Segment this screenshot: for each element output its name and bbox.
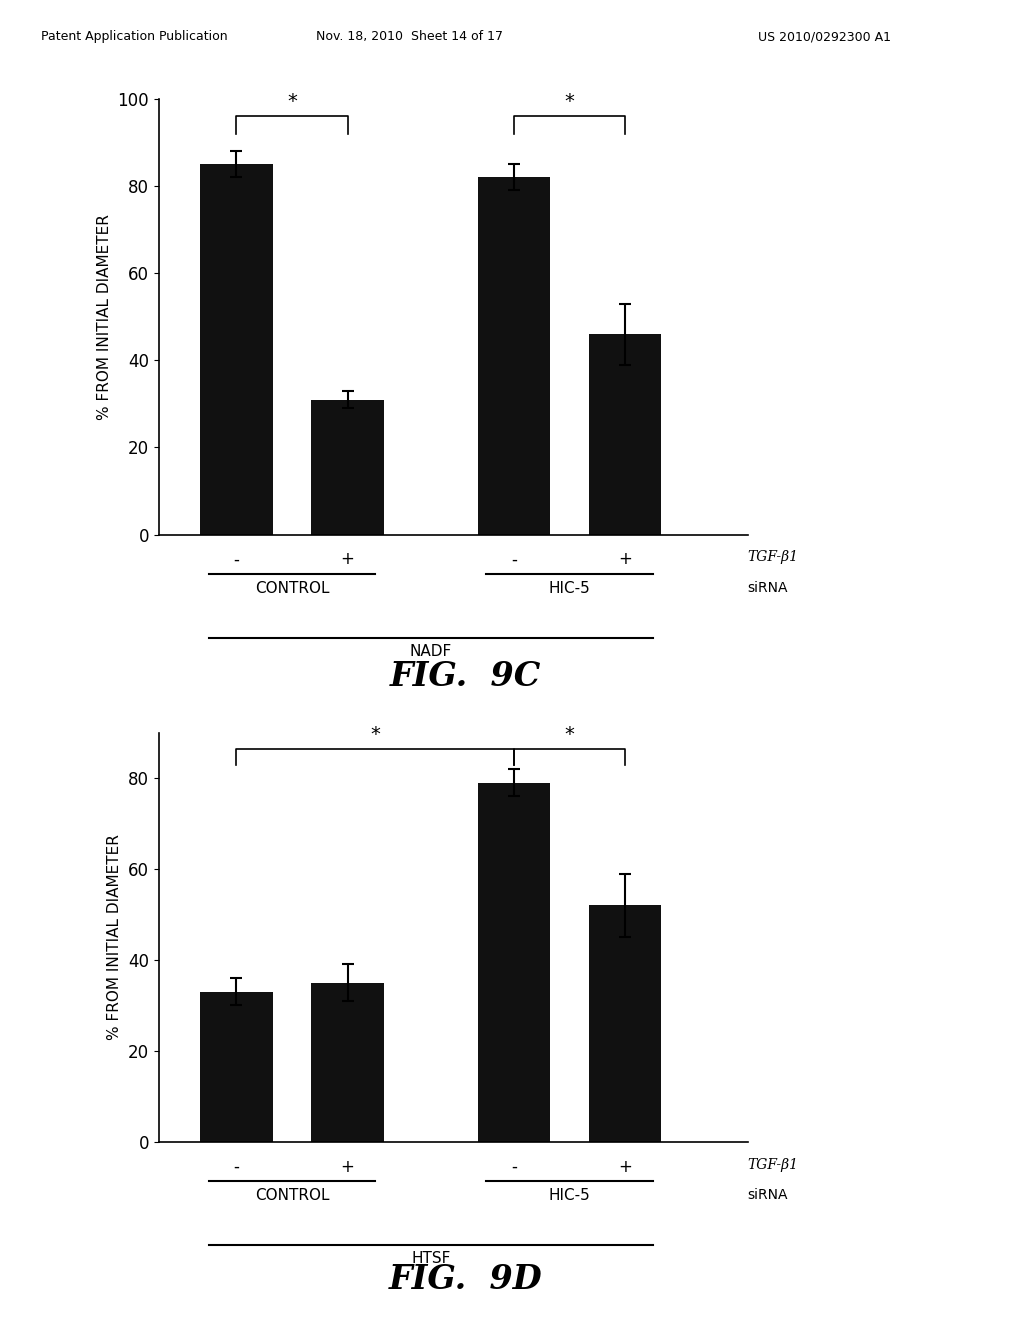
- Y-axis label: % FROM INITIAL DIAMETER: % FROM INITIAL DIAMETER: [97, 214, 112, 420]
- Text: FIG.  9C: FIG. 9C: [390, 660, 542, 693]
- Bar: [201, 164, 272, 535]
- Text: CONTROL: CONTROL: [255, 581, 330, 595]
- Bar: [478, 783, 550, 1142]
- Bar: [589, 334, 662, 535]
- Text: FIG.  9D: FIG. 9D: [389, 1263, 543, 1296]
- Text: HIC-5: HIC-5: [549, 581, 591, 595]
- Text: -: -: [511, 550, 517, 569]
- Text: US 2010/0292300 A1: US 2010/0292300 A1: [758, 30, 891, 44]
- Text: HIC-5: HIC-5: [549, 1188, 591, 1203]
- Bar: [478, 177, 550, 535]
- Y-axis label: % FROM INITIAL DIAMETER: % FROM INITIAL DIAMETER: [108, 834, 122, 1040]
- Bar: [311, 400, 384, 535]
- Bar: [311, 982, 384, 1142]
- Text: -: -: [233, 1158, 240, 1176]
- Text: TGF-β1: TGF-β1: [748, 550, 798, 565]
- Text: +: +: [341, 550, 354, 569]
- Text: NADF: NADF: [410, 644, 452, 659]
- Text: TGF-β1: TGF-β1: [748, 1158, 798, 1172]
- Text: *: *: [287, 92, 297, 111]
- Bar: [201, 991, 272, 1142]
- Text: +: +: [618, 1158, 632, 1176]
- Text: Patent Application Publication: Patent Application Publication: [41, 30, 227, 44]
- Bar: [589, 906, 662, 1142]
- Text: *: *: [565, 725, 574, 744]
- Text: HTSF: HTSF: [412, 1251, 451, 1266]
- Text: +: +: [618, 550, 632, 569]
- Text: -: -: [233, 550, 240, 569]
- Text: Nov. 18, 2010  Sheet 14 of 17: Nov. 18, 2010 Sheet 14 of 17: [316, 30, 503, 44]
- Text: siRNA: siRNA: [748, 581, 787, 595]
- Text: *: *: [371, 725, 380, 744]
- Text: +: +: [341, 1158, 354, 1176]
- Text: *: *: [565, 92, 574, 111]
- Text: siRNA: siRNA: [748, 1188, 787, 1203]
- Text: -: -: [511, 1158, 517, 1176]
- Text: CONTROL: CONTROL: [255, 1188, 330, 1203]
